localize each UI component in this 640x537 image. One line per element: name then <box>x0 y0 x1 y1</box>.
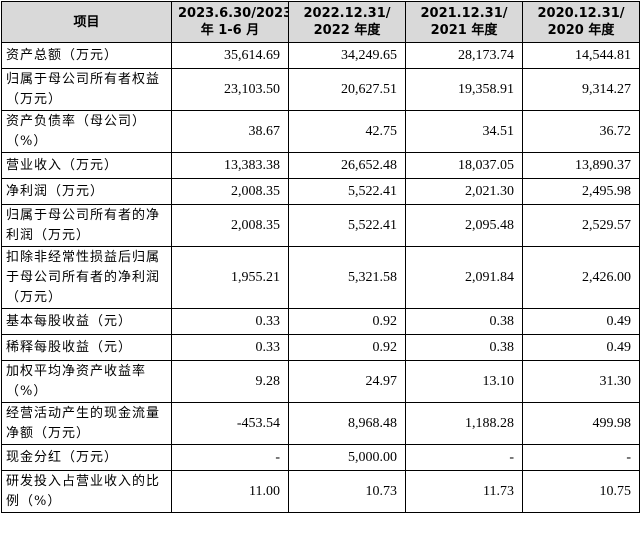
row-value: 11.00 <box>171 470 289 513</box>
financial-summary-table: 项目 2023.6.30/2023 年 1-6 月 2022.12.31/ 20… <box>1 1 640 513</box>
row-label: 净利润（万元） <box>1 178 172 205</box>
row-label: 资产总额（万元） <box>1 42 172 69</box>
row-value: 0.33 <box>171 308 289 335</box>
row-label: 归属于母公司所有者的净利润（万元） <box>1 204 172 247</box>
row-value: 14,544.81 <box>522 42 640 69</box>
row-value: 5,522.41 <box>288 178 406 205</box>
row-value: 5,321.58 <box>288 246 406 309</box>
row-value: - <box>171 444 289 471</box>
table-row: 营业收入（万元） 13,383.38 26,652.48 18,037.05 1… <box>1 152 640 179</box>
row-value: 23,103.50 <box>171 68 289 111</box>
row-value: 42.75 <box>288 110 406 153</box>
row-value: 13.10 <box>405 360 523 403</box>
row-value: 0.92 <box>288 334 406 361</box>
table-row: 经营活动产生的现金流量净额（万元） -453.54 8,968.48 1,188… <box>1 402 640 445</box>
table-row: 加权平均净资产收益率（%） 9.28 24.97 13.10 31.30 <box>1 360 640 403</box>
row-label: 扣除非经常性损益后归属于母公司所有者的净利润（万元） <box>1 246 172 309</box>
table-row: 归属于母公司所有者的净利润（万元） 2,008.35 5,522.41 2,09… <box>1 204 640 247</box>
table-row: 归属于母公司所有者权益（万元） 23,103.50 20,627.51 19,3… <box>1 68 640 111</box>
row-value: 38.67 <box>171 110 289 153</box>
row-value: 2,008.35 <box>171 178 289 205</box>
table-header-row: 项目 2023.6.30/2023 年 1-6 月 2022.12.31/ 20… <box>1 1 640 43</box>
row-value: 31.30 <box>522 360 640 403</box>
row-value: 0.33 <box>171 334 289 361</box>
row-value: 10.73 <box>288 470 406 513</box>
row-value: -453.54 <box>171 402 289 445</box>
header-item: 项目 <box>1 1 172 43</box>
row-value: 9.28 <box>171 360 289 403</box>
row-value: 34.51 <box>405 110 523 153</box>
row-value: 499.98 <box>522 402 640 445</box>
header-2020: 2020.12.31/ 2020 年度 <box>522 1 640 43</box>
table-row: 基本每股收益（元） 0.33 0.92 0.38 0.49 <box>1 308 640 335</box>
row-value: 18,037.05 <box>405 152 523 179</box>
row-value: 9,314.27 <box>522 68 640 111</box>
row-value: 1,188.28 <box>405 402 523 445</box>
row-value: 28,173.74 <box>405 42 523 69</box>
table-row: 稀释每股收益（元） 0.33 0.92 0.38 0.49 <box>1 334 640 361</box>
header-2022: 2022.12.31/ 2022 年度 <box>288 1 406 43</box>
row-value: 20,627.51 <box>288 68 406 111</box>
table-row: 资产负债率（母公司）（%） 38.67 42.75 34.51 36.72 <box>1 110 640 153</box>
row-value: 13,383.38 <box>171 152 289 179</box>
row-value: 0.92 <box>288 308 406 335</box>
row-value: 2,426.00 <box>522 246 640 309</box>
row-value: 36.72 <box>522 110 640 153</box>
header-2023h1: 2023.6.30/2023 年 1-6 月 <box>171 1 289 43</box>
row-label: 归属于母公司所有者权益（万元） <box>1 68 172 111</box>
row-label: 稀释每股收益（元） <box>1 334 172 361</box>
row-value: 35,614.69 <box>171 42 289 69</box>
row-value: 24.97 <box>288 360 406 403</box>
row-label: 营业收入（万元） <box>1 152 172 179</box>
row-value: 5,522.41 <box>288 204 406 247</box>
row-label: 资产负债率（母公司）（%） <box>1 110 172 153</box>
row-value: 8,968.48 <box>288 402 406 445</box>
row-value: 2,091.84 <box>405 246 523 309</box>
row-value: 34,249.65 <box>288 42 406 69</box>
row-value: 0.38 <box>405 334 523 361</box>
row-value: 11.73 <box>405 470 523 513</box>
table-row: 研发投入占营业收入的比例（%） 11.00 10.73 11.73 10.75 <box>1 470 640 513</box>
row-value: 2,095.48 <box>405 204 523 247</box>
table-row: 净利润（万元） 2,008.35 5,522.41 2,021.30 2,495… <box>1 178 640 205</box>
row-value: 2,021.30 <box>405 178 523 205</box>
row-value: 0.38 <box>405 308 523 335</box>
row-value: 10.75 <box>522 470 640 513</box>
row-label: 研发投入占营业收入的比例（%） <box>1 470 172 513</box>
row-value: 5,000.00 <box>288 444 406 471</box>
row-value: 13,890.37 <box>522 152 640 179</box>
row-value: 2,529.57 <box>522 204 640 247</box>
row-label: 基本每股收益（元） <box>1 308 172 335</box>
row-value: - <box>522 444 640 471</box>
row-value: 2,495.98 <box>522 178 640 205</box>
table-row: 扣除非经常性损益后归属于母公司所有者的净利润（万元） 1,955.21 5,32… <box>1 246 640 309</box>
header-2021: 2021.12.31/ 2021 年度 <box>405 1 523 43</box>
row-label: 经营活动产生的现金流量净额（万元） <box>1 402 172 445</box>
row-value: 0.49 <box>522 334 640 361</box>
row-value: - <box>405 444 523 471</box>
table-row: 现金分红（万元） - 5,000.00 - - <box>1 444 640 471</box>
table-row: 资产总额（万元） 35,614.69 34,249.65 28,173.74 1… <box>1 42 640 69</box>
row-value: 1,955.21 <box>171 246 289 309</box>
row-value: 19,358.91 <box>405 68 523 111</box>
row-value: 0.49 <box>522 308 640 335</box>
row-label: 现金分红（万元） <box>1 444 172 471</box>
row-label: 加权平均净资产收益率（%） <box>1 360 172 403</box>
row-value: 26,652.48 <box>288 152 406 179</box>
row-value: 2,008.35 <box>171 204 289 247</box>
